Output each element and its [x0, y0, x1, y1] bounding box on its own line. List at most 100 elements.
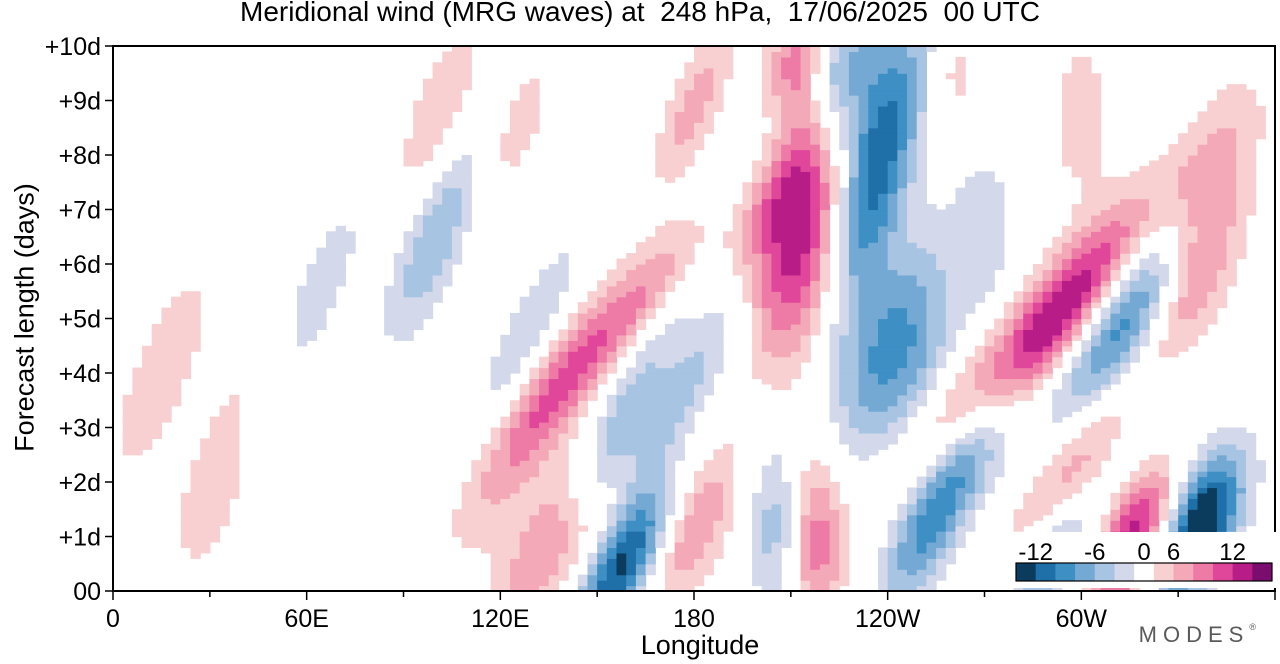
- field-cell: [606, 367, 618, 374]
- field-cell: [955, 323, 966, 330]
- field-cell: [306, 307, 317, 314]
- field-cell: [1139, 193, 1150, 200]
- field-cell: [984, 334, 995, 341]
- field-cell: [674, 454, 685, 461]
- field-cell: [732, 242, 744, 249]
- field-cell: [1187, 171, 1199, 178]
- field-cell: [781, 313, 792, 320]
- field-cell: [955, 56, 966, 63]
- field-cell: [829, 400, 840, 407]
- field-cell: [790, 220, 802, 227]
- field-cell: [403, 138, 414, 145]
- field-cell: [1023, 509, 1034, 516]
- field-cell: [606, 482, 618, 489]
- field-cell: [752, 285, 763, 292]
- field-cell: [1197, 122, 1208, 129]
- field-cell: [848, 334, 860, 341]
- field-cell: [471, 482, 482, 489]
- field-cell: [752, 313, 763, 320]
- field-cell: [1052, 460, 1063, 467]
- field-cell: [897, 345, 908, 352]
- field-cell: [1197, 498, 1208, 505]
- field-cell: [674, 563, 685, 570]
- field-cell: [1110, 204, 1121, 211]
- field-cell: [907, 138, 918, 145]
- field-cell: [1129, 313, 1141, 320]
- field-cell: [510, 569, 521, 576]
- field-cell: [926, 541, 937, 548]
- field-cell: [1071, 253, 1082, 260]
- field-cell: [858, 443, 869, 450]
- field-cell: [800, 264, 811, 271]
- field-cell: [1061, 345, 1073, 352]
- field-cell: [510, 574, 521, 581]
- field-cell: [984, 400, 995, 407]
- field-cell: [1139, 225, 1150, 232]
- field-cell: [810, 482, 821, 489]
- field-cell: [684, 127, 695, 134]
- field-cell: [451, 165, 463, 172]
- field-cell: [1042, 318, 1053, 325]
- field-cell: [694, 95, 705, 102]
- field-cell: [897, 187, 908, 194]
- field-cell: [887, 563, 898, 570]
- field-cell: [1129, 302, 1141, 309]
- field-cell: [1149, 487, 1160, 494]
- field-cell: [713, 62, 724, 69]
- field-cell: [790, 269, 802, 276]
- field-cell: [442, 89, 453, 96]
- field-cell: [916, 116, 927, 123]
- field-cell: [1061, 378, 1073, 385]
- field-cell: [936, 509, 947, 516]
- field-cell: [897, 422, 908, 429]
- field-cell: [626, 503, 637, 510]
- field-cell: [451, 73, 463, 80]
- field-cell: [994, 373, 1005, 380]
- field-cell: [945, 73, 957, 80]
- field-cell: [907, 383, 918, 390]
- field-cell: [897, 56, 908, 63]
- field-cell: [694, 116, 705, 123]
- field-cell: [800, 291, 811, 298]
- field-cell: [1178, 340, 1189, 347]
- field-cell: [548, 285, 560, 292]
- field-cell: [1207, 160, 1218, 167]
- field-cell: [616, 313, 627, 320]
- field-cell: [916, 274, 927, 281]
- field-cell: [810, 236, 821, 243]
- field-cell: [568, 356, 579, 363]
- field-cell: [432, 127, 443, 134]
- field-cell: [471, 531, 482, 538]
- field-cell: [606, 362, 618, 369]
- field-cell: [1168, 340, 1179, 347]
- field-cell: [616, 351, 627, 358]
- field-cell: [907, 78, 918, 85]
- field-cell: [209, 443, 221, 450]
- field-cell: [848, 411, 860, 418]
- field-cell: [1071, 454, 1082, 461]
- field-cell: [829, 487, 840, 494]
- field-cell: [606, 394, 618, 401]
- field-cell: [1178, 296, 1189, 303]
- field-cell: [848, 100, 860, 107]
- field-cell: [1110, 422, 1121, 429]
- field-cell: [529, 476, 540, 483]
- field-cell: [645, 422, 656, 429]
- field-cell: [1042, 323, 1053, 330]
- field-cell: [926, 345, 937, 352]
- field-cell: [684, 558, 695, 565]
- field-cell: [965, 438, 976, 445]
- field-cell: [1013, 351, 1024, 358]
- field-cell: [974, 209, 986, 216]
- field-cell: [384, 285, 395, 292]
- field-cell: [1061, 302, 1073, 309]
- field-cell: [800, 525, 811, 532]
- field-cell: [800, 231, 811, 238]
- field-cell: [703, 482, 714, 489]
- field-cell: [1197, 323, 1208, 330]
- field-cell: [461, 536, 472, 543]
- field-cell: [616, 334, 627, 341]
- field-cell: [819, 231, 831, 238]
- field-cell: [1023, 503, 1034, 510]
- field-cell: [926, 253, 937, 260]
